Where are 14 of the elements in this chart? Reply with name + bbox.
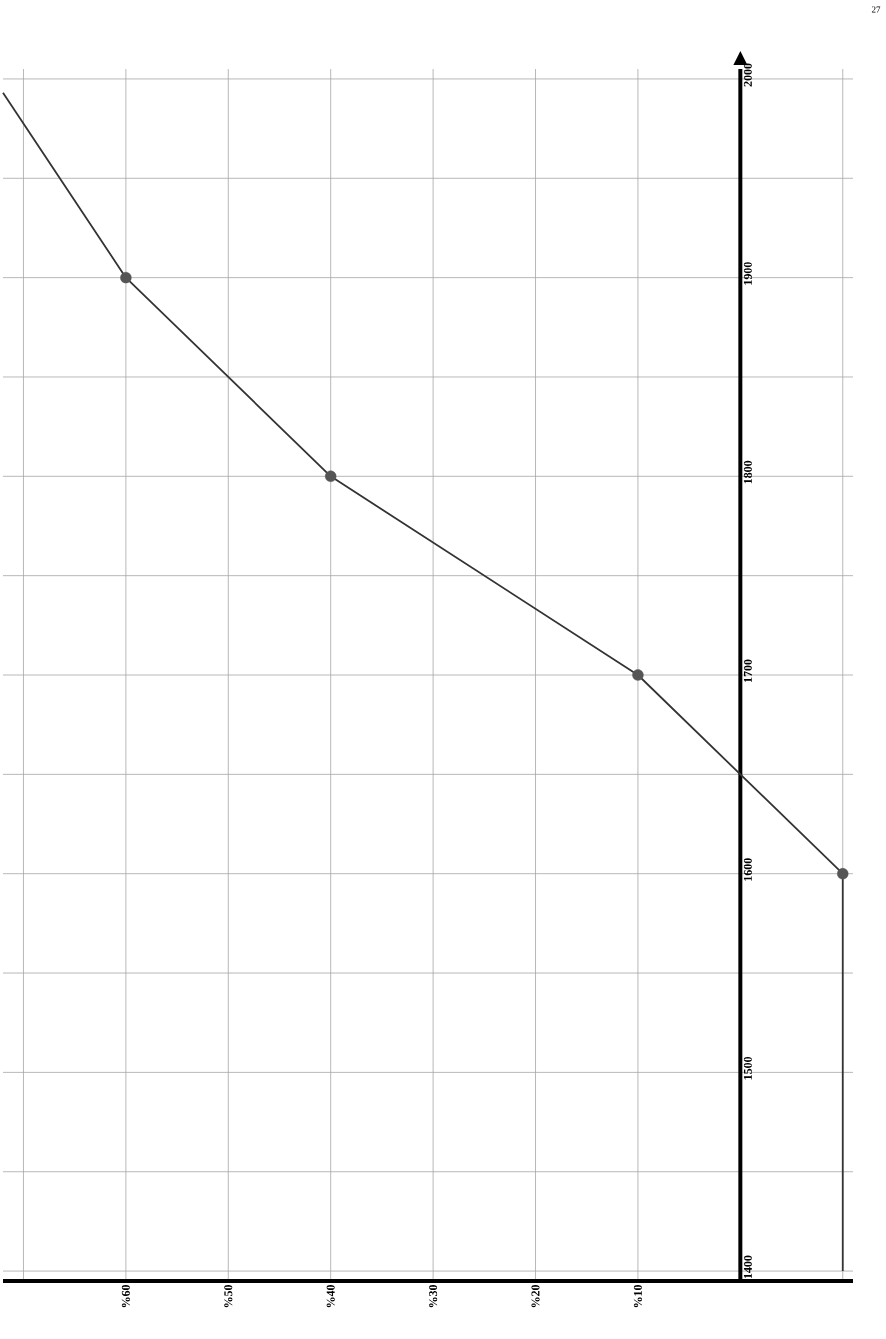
y-tick-label: 1600 — [743, 858, 752, 881]
text: 27 — [871, 6, 881, 13]
y-tick-label: 1700 — [743, 659, 752, 683]
x-tick-label: %40 — [326, 1284, 335, 1308]
x-tick-label: %60 — [121, 1284, 130, 1308]
y-tick-label: 1500 — [743, 1056, 752, 1080]
y-tick-label: 1400 — [743, 1255, 752, 1279]
x-tick-label: %30 — [429, 1284, 438, 1308]
x-tick-label: %20 — [531, 1284, 540, 1308]
y-tick-label: 1900 — [743, 262, 752, 285]
x-tick-label: %50 — [224, 1284, 233, 1308]
y-tick-label: 1800 — [743, 460, 752, 484]
y-tick-label: 2000 — [743, 63, 752, 87]
x-tick-label: %10 — [633, 1284, 642, 1308]
